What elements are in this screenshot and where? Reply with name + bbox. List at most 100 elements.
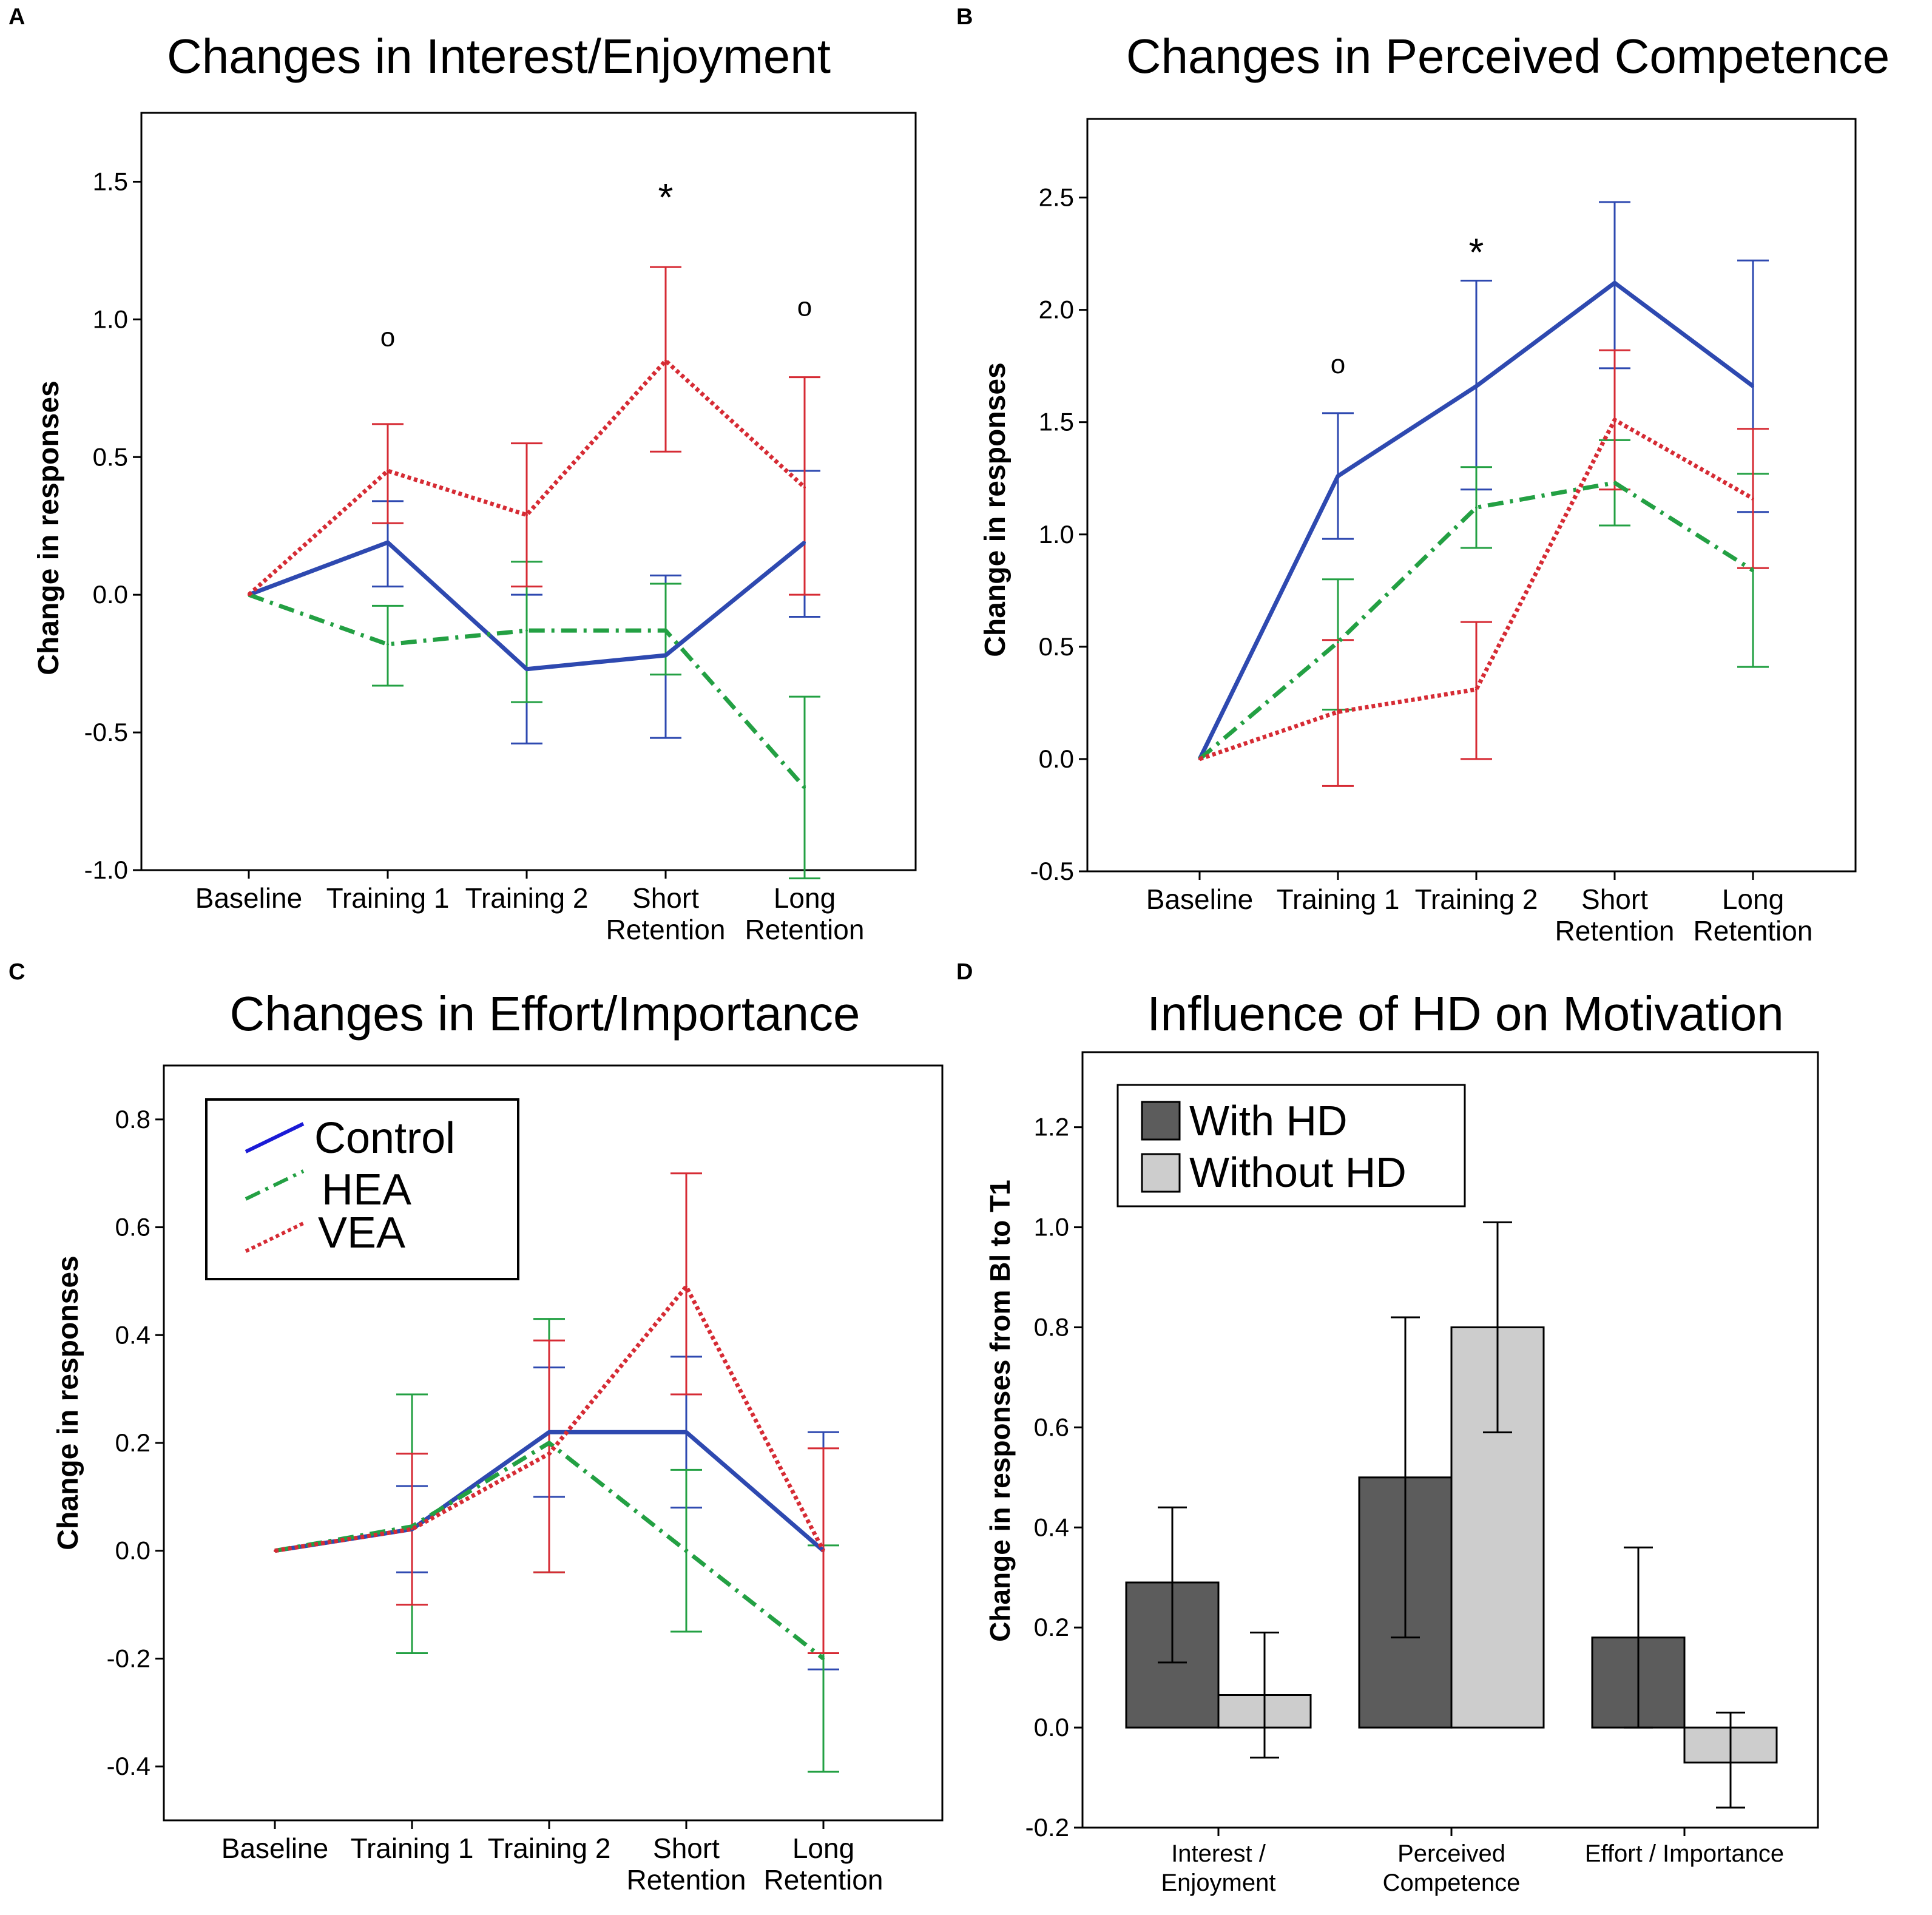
data-point-control bbox=[803, 541, 806, 544]
panel-c-legend: Control HEA VEA bbox=[205, 1098, 519, 1280]
x-tick-label-training-1: Training 1 bbox=[351, 1832, 474, 1864]
series-line-vea bbox=[247, 358, 806, 596]
data-point-vea bbox=[248, 593, 250, 596]
data-point-hea bbox=[685, 1549, 687, 1552]
panel-a-series bbox=[247, 266, 820, 880]
y-tick-label: 0.0 bbox=[93, 580, 128, 609]
x-tick-label-long-retention: Long Retention bbox=[745, 882, 865, 945]
y-tick-label: 0.6 bbox=[1034, 1413, 1069, 1441]
series-line-hea bbox=[1198, 481, 1754, 761]
x-tick-label-short-retention: Short Retention bbox=[1555, 883, 1675, 947]
panel-b-y-axis: -0.5 0.0 0.5 1.0 1.5 2.0 2.5 bbox=[1030, 183, 1087, 885]
y-tick-label: 1.5 bbox=[93, 167, 128, 195]
x-tick-label-baseline: Baseline bbox=[221, 1832, 328, 1864]
panel-c-legend-box bbox=[205, 1098, 519, 1280]
panel-c-title: Changes in Effort/Importance bbox=[229, 987, 860, 1041]
data-point-control bbox=[387, 541, 389, 544]
series-line-hea bbox=[248, 592, 806, 789]
data-point-hea bbox=[548, 1442, 550, 1444]
panel-a-y-axis: -1.0 -0.5 0.0 0.5 1.0 1.5 bbox=[84, 167, 141, 884]
y-tick-label: 1.0 bbox=[1034, 1213, 1069, 1241]
significance-star: * bbox=[658, 175, 674, 219]
panel-b-letter: B bbox=[956, 4, 973, 30]
y-tick-label: -0.5 bbox=[1030, 857, 1074, 885]
data-point-control bbox=[1613, 282, 1616, 285]
x-tick-label-training-2: Training 2 bbox=[1415, 883, 1538, 915]
panel-d-title: Influence of HD on Motivation bbox=[1147, 987, 1783, 1041]
panel-d-legend: With HD Without HD bbox=[1116, 1084, 1466, 1207]
data-point-vea bbox=[548, 1452, 550, 1455]
y-tick-label: 0.8 bbox=[1034, 1312, 1069, 1341]
y-tick-label: 0.0 bbox=[115, 1536, 150, 1565]
panel-d: D Influence of HD on Motivation Change i… bbox=[956, 959, 1819, 1896]
panel-d-y-axis: -0.2 0.0 0.2 0.4 0.6 0.8 1.0 1.2 bbox=[1025, 1113, 1083, 1842]
data-point-control bbox=[525, 667, 528, 670]
error-bars-vea bbox=[372, 266, 820, 596]
y-tick-label: -1.0 bbox=[84, 856, 128, 884]
x-tick-label-perceived-competence: Perceived Competence bbox=[1383, 1840, 1521, 1896]
legend-without-hd-swatch bbox=[1141, 1153, 1181, 1193]
legend-with-hd-label: With HD bbox=[1189, 1097, 1348, 1144]
y-tick-label: 1.0 bbox=[1039, 520, 1074, 549]
y-tick-label: 0.4 bbox=[1034, 1513, 1069, 1541]
panel-b-plot-frame bbox=[1086, 118, 1857, 873]
data-point-vea bbox=[803, 486, 806, 489]
panel-a-title: Changes in Interest/Enjoyment bbox=[167, 29, 831, 83]
data-point-vea bbox=[1337, 711, 1339, 714]
data-point-hea bbox=[1752, 569, 1754, 572]
x-tick-label-interest-enjoyment: Interest / Enjoyment bbox=[1161, 1840, 1276, 1896]
y-tick-label: 0.2 bbox=[1034, 1613, 1069, 1641]
panel-a-ylabel: Change in responses bbox=[33, 380, 65, 675]
x-tick-label-short-retention: Short Retention bbox=[606, 882, 726, 945]
y-tick-label: 0.0 bbox=[1034, 1713, 1069, 1741]
legend-control-swatch bbox=[245, 1122, 305, 1153]
data-point-control bbox=[1337, 475, 1339, 478]
y-tick-label: -0.5 bbox=[84, 718, 128, 746]
panel-b-ylabel: Change in responses bbox=[979, 362, 1012, 657]
data-point-vea bbox=[664, 359, 667, 362]
y-tick-label: 1.0 bbox=[93, 305, 128, 333]
legend-hea-label: HEA bbox=[322, 1166, 411, 1214]
x-tick-label-short-retention: Short Retention bbox=[627, 1832, 746, 1896]
data-point-vea bbox=[1752, 497, 1754, 500]
legend-with-hd-swatch bbox=[1141, 1101, 1181, 1141]
y-tick-label: 2.0 bbox=[1039, 296, 1074, 324]
y-tick-label: 0.5 bbox=[1039, 632, 1074, 661]
significance-circle: o bbox=[1331, 350, 1345, 379]
panel-d-ylabel: Change in responses from Bl to T1 bbox=[984, 1180, 1016, 1642]
data-point-hea bbox=[387, 643, 389, 646]
data-point-hea bbox=[803, 786, 806, 789]
x-tick-label-training-2: Training 2 bbox=[488, 1832, 611, 1864]
y-tick-label: -0.2 bbox=[1025, 1813, 1069, 1842]
y-tick-label: 0.0 bbox=[1039, 745, 1074, 773]
panel-d-bars bbox=[1125, 1221, 1778, 1809]
y-tick-label: 0.5 bbox=[93, 442, 128, 471]
x-tick-label-long-retention: Long Retention bbox=[1694, 883, 1813, 947]
x-tick-label-training-1: Training 1 bbox=[1277, 883, 1400, 915]
y-tick-label: 0.2 bbox=[115, 1428, 150, 1457]
panel-c-letter: C bbox=[8, 959, 25, 985]
significance-circle: o bbox=[380, 323, 395, 353]
x-tick-label-effort-importance: Effort / Importance bbox=[1585, 1840, 1784, 1867]
data-point-hea bbox=[1613, 481, 1616, 484]
legend-hea-swatch bbox=[245, 1169, 305, 1201]
data-point-vea bbox=[411, 1528, 413, 1531]
y-tick-label: -0.4 bbox=[107, 1752, 150, 1780]
data-point-vea bbox=[1198, 757, 1201, 760]
panel-c-x-axis: Baseline Training 1 Training 2 Short Retenti… bbox=[221, 1820, 883, 1896]
legend-without-hd-label: Without HD bbox=[1189, 1149, 1407, 1196]
data-point-hea bbox=[664, 629, 667, 632]
panel-a-plot-frame bbox=[140, 112, 917, 871]
panel-d-x-axis: Interest / Enjoyment Perceived Competence Ef… bbox=[1161, 1828, 1784, 1896]
y-tick-label: -0.2 bbox=[107, 1644, 150, 1672]
data-point-vea bbox=[1475, 688, 1478, 691]
data-point-control bbox=[548, 1431, 550, 1434]
data-point-vea bbox=[274, 1549, 276, 1552]
y-tick-label: 2.5 bbox=[1039, 183, 1074, 212]
series-line-vea bbox=[1198, 417, 1754, 762]
data-point-control bbox=[1475, 385, 1478, 388]
panel-b-annotations: o* bbox=[1331, 230, 1484, 379]
data-point-vea bbox=[685, 1285, 687, 1288]
data-point-hea bbox=[1337, 641, 1339, 644]
x-tick-label-training-2: Training 2 bbox=[465, 882, 589, 914]
